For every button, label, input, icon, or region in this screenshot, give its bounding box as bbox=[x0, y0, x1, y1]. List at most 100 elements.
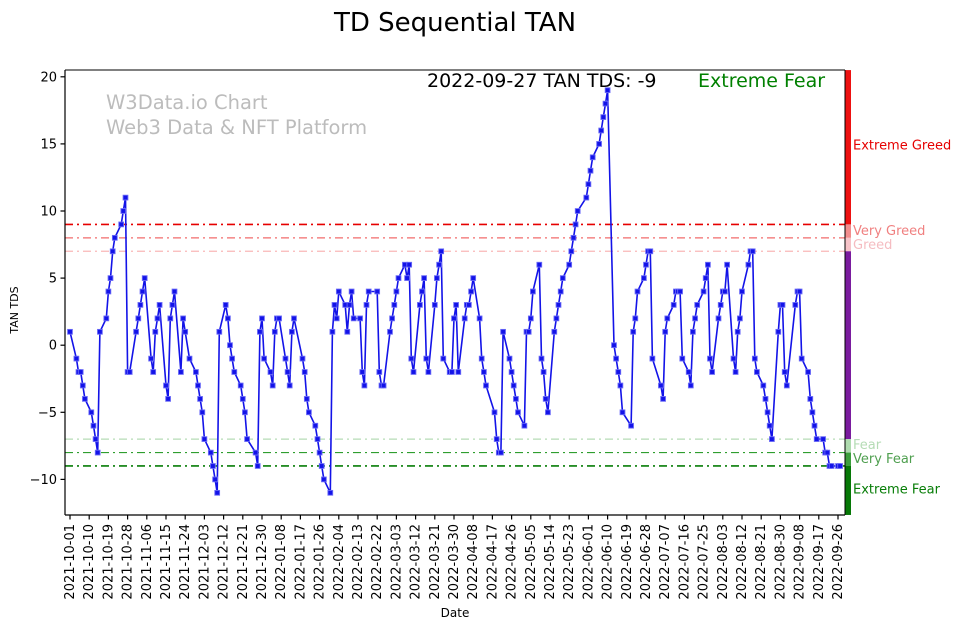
data-point bbox=[662, 328, 669, 335]
x-tick-label: 2022-07-25 bbox=[697, 524, 712, 600]
data-point bbox=[824, 449, 831, 456]
data-point bbox=[796, 288, 803, 295]
data-point bbox=[658, 382, 664, 389]
data-point bbox=[237, 382, 244, 389]
data-point bbox=[481, 369, 487, 375]
x-tick-label: 2022-08-03 bbox=[716, 524, 731, 600]
data-point bbox=[331, 302, 338, 308]
data-point bbox=[193, 369, 199, 375]
data-point bbox=[498, 449, 504, 456]
data-point bbox=[570, 234, 577, 241]
data-point bbox=[559, 275, 566, 281]
x-tick-label: 2021-10-10 bbox=[82, 524, 97, 600]
x-tick-label: 2021-12-12 bbox=[217, 524, 232, 600]
data-point bbox=[724, 261, 730, 268]
data-point bbox=[617, 382, 624, 389]
data-point bbox=[163, 382, 169, 389]
data-point bbox=[449, 369, 455, 375]
y-tick-label: −5 bbox=[38, 406, 57, 421]
data-point bbox=[705, 261, 711, 268]
data-point bbox=[434, 275, 440, 281]
data-point bbox=[374, 288, 381, 295]
data-point bbox=[359, 369, 366, 375]
data-point bbox=[350, 315, 357, 322]
zone-label-extreme-fear: Extreme Fear bbox=[853, 482, 941, 497]
x-tick-label: 2022-03-30 bbox=[447, 524, 462, 600]
x-tick-label: 2022-08-12 bbox=[735, 524, 750, 600]
data-point bbox=[344, 328, 351, 335]
x-tick-label: 2022-01-08 bbox=[274, 524, 289, 600]
x-tick-label: 2021-10-19 bbox=[101, 524, 116, 600]
zone-label-very-fear: Very Fear bbox=[853, 452, 915, 467]
x-tick-label: 2022-05-23 bbox=[562, 524, 577, 600]
data-point bbox=[122, 194, 129, 201]
y-tick-label: −10 bbox=[30, 473, 57, 488]
data-point bbox=[732, 369, 739, 375]
data-point bbox=[361, 382, 368, 389]
data-point bbox=[483, 382, 489, 389]
data-point bbox=[604, 87, 611, 94]
data-point bbox=[357, 315, 363, 322]
data-point bbox=[589, 154, 596, 161]
sentiment-gauge-segment-2 bbox=[844, 237, 851, 252]
x-tick-label: 2022-02-13 bbox=[351, 524, 366, 600]
data-point bbox=[94, 449, 101, 456]
data-point bbox=[261, 355, 267, 362]
data-point bbox=[312, 422, 319, 429]
y-tick-label: 0 bbox=[49, 339, 57, 354]
data-point bbox=[451, 315, 457, 322]
data-point bbox=[692, 315, 698, 322]
x-tick-label: 2021-12-30 bbox=[255, 524, 270, 600]
sentiment-gauge-segment-1 bbox=[844, 224, 851, 238]
data-point bbox=[329, 328, 336, 335]
data-point bbox=[431, 302, 438, 308]
data-point bbox=[527, 315, 534, 322]
data-point bbox=[551, 328, 558, 335]
data-point bbox=[257, 328, 263, 335]
data-point bbox=[365, 288, 372, 295]
x-tick-label: 2021-11-15 bbox=[159, 524, 174, 600]
x-tick-label: 2022-04-08 bbox=[466, 524, 481, 600]
x-tick-label: 2021-12-03 bbox=[197, 524, 212, 600]
data-point bbox=[598, 127, 605, 134]
data-point bbox=[231, 369, 238, 375]
x-tick-label: 2022-04-17 bbox=[485, 524, 500, 600]
data-point bbox=[214, 489, 221, 496]
data-point bbox=[643, 261, 649, 268]
x-tick-label: 2022-03-21 bbox=[428, 524, 443, 600]
data-point bbox=[417, 302, 423, 308]
sentiment-gauge-segment-3 bbox=[844, 251, 851, 440]
data-point bbox=[167, 315, 174, 322]
x-tick-label: 2022-01-17 bbox=[293, 524, 308, 600]
data-point bbox=[393, 288, 400, 295]
data-point bbox=[318, 463, 325, 469]
data-point bbox=[395, 275, 402, 281]
x-tick-label: 2022-05-05 bbox=[524, 524, 539, 600]
data-point bbox=[408, 355, 415, 362]
data-point bbox=[186, 355, 193, 362]
data-point bbox=[664, 315, 671, 322]
data-point bbox=[289, 328, 295, 335]
data-point bbox=[730, 355, 737, 362]
data-point bbox=[207, 449, 214, 456]
data-point bbox=[707, 355, 713, 362]
data-point bbox=[77, 369, 84, 375]
data-point bbox=[775, 328, 782, 335]
data-point bbox=[828, 463, 835, 469]
data-point bbox=[436, 261, 442, 268]
sentiment-gauge-segment-6 bbox=[844, 465, 851, 515]
data-point bbox=[321, 476, 327, 483]
data-point bbox=[764, 409, 771, 416]
x-tick-label: 2022-05-14 bbox=[543, 524, 558, 600]
data-point bbox=[178, 369, 184, 375]
data-point bbox=[103, 315, 110, 322]
data-point bbox=[111, 234, 118, 241]
data-point bbox=[641, 275, 647, 281]
data-point bbox=[271, 328, 278, 335]
x-tick-label: 2022-06-01 bbox=[581, 524, 596, 600]
data-point bbox=[779, 302, 786, 308]
data-point bbox=[630, 328, 637, 335]
x-tick-label: 2022-06-10 bbox=[601, 524, 616, 600]
data-point bbox=[734, 328, 741, 335]
